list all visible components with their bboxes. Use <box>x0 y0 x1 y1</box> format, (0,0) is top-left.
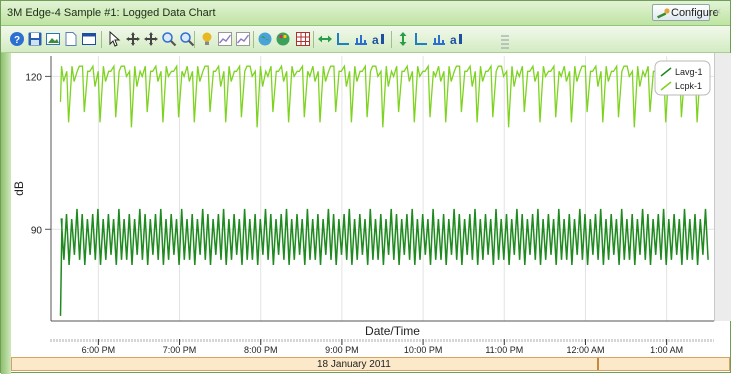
zoom-out-icon[interactable] <box>179 31 195 47</box>
y-tick-label: 120 <box>25 72 42 83</box>
chart-line-2-icon[interactable] <box>235 31 251 47</box>
toolbar: ? a a <box>1 26 730 53</box>
x-tick-label: 1:00 AM <box>650 345 683 355</box>
pan-icon[interactable] <box>125 31 141 47</box>
legend-swatch-lavg <box>660 67 672 77</box>
axis-y-label-icon[interactable]: a <box>449 31 465 47</box>
axis-x-scale-icon[interactable] <box>353 31 369 47</box>
title-bar: 3M Edge-4 Sample #1: Logged Data Chart C… <box>1 1 730 26</box>
zoom-in-icon[interactable] <box>161 31 177 47</box>
x-tick-label: 8:00 PM <box>244 345 278 355</box>
x-tick-label: 7:00 PM <box>163 345 197 355</box>
palette-icon[interactable] <box>275 31 291 47</box>
wrench-icon <box>657 8 670 19</box>
toolbar-separator <box>313 31 314 48</box>
window-icon[interactable] <box>81 31 97 47</box>
configure-label: Configure <box>671 7 719 19</box>
axis-y-icon[interactable] <box>413 31 429 47</box>
x-axis-label: Date/Time <box>365 324 420 338</box>
toolbar-separator <box>253 31 254 48</box>
move-icon[interactable] <box>143 31 159 47</box>
bulb-icon[interactable] <box>199 31 215 47</box>
toolbar-separator <box>391 31 392 48</box>
pointer-icon[interactable] <box>106 31 122 47</box>
y-axis-label: dB <box>12 181 26 196</box>
lcpk-series-line <box>59 64 709 128</box>
toolbar-grip[interactable] <box>501 35 509 49</box>
vertical-arrows-icon[interactable] <box>395 31 411 47</box>
date-label: 18 January 2011 <box>317 359 391 370</box>
legend-label-lavg: Lavg-1 <box>675 67 703 77</box>
page-icon[interactable] <box>63 31 79 47</box>
svg-text:?: ? <box>14 35 20 46</box>
date-bar: 18 January 2011 <box>11 357 730 371</box>
chart-svg: 90 120 dB Date/Time 6:00 PM 7:00 PM 8:00 PM 9:0… <box>12 56 715 355</box>
lavg-series-line <box>59 208 709 316</box>
grid-icon[interactable] <box>295 31 311 47</box>
toolbar-separator <box>101 31 102 48</box>
globe-icon[interactable] <box>257 31 273 47</box>
left-panel-strip <box>1 53 11 374</box>
save-icon[interactable] <box>27 31 43 47</box>
image-icon[interactable] <box>45 31 61 47</box>
x-tick-label: 6:00 PM <box>82 345 116 355</box>
configure-button[interactable]: Configure <box>652 4 719 21</box>
x-tick-label: 11:00 PM <box>485 345 523 355</box>
chart-line-icon[interactable] <box>217 31 233 47</box>
plot-area: 90 120 dB Date/Time 6:00 PM 7:00 PM 8:00 PM 9:0… <box>11 53 715 374</box>
svg-text:a: a <box>450 33 457 47</box>
x-tick-label: 10:00 PM <box>404 345 443 355</box>
legend-label-lcpk: Lcpk-1 <box>675 81 702 91</box>
axis-x-label-icon[interactable]: a <box>371 31 387 47</box>
close-button[interactable]: × <box>715 6 722 18</box>
x-tick-label: 9:00 PM <box>325 345 359 355</box>
toolbar-separator <box>194 31 195 48</box>
help-icon[interactable]: ? <box>9 31 25 47</box>
vertical-scrollbar[interactable] <box>714 53 731 321</box>
date-divider <box>597 358 599 370</box>
axis-y-scale-icon[interactable] <box>431 31 447 47</box>
legend-swatch-lcpk <box>660 81 672 91</box>
plot-background <box>51 56 714 321</box>
window-title: 3M Edge-4 Sample #1: Logged Data Chart <box>7 7 216 19</box>
x-tick-label: 12:00 AM <box>566 345 604 355</box>
horizontal-arrows-icon[interactable] <box>317 31 333 47</box>
svg-text:a: a <box>372 33 379 47</box>
y-tick-label: 90 <box>31 225 43 236</box>
axis-x-icon[interactable] <box>335 31 351 47</box>
